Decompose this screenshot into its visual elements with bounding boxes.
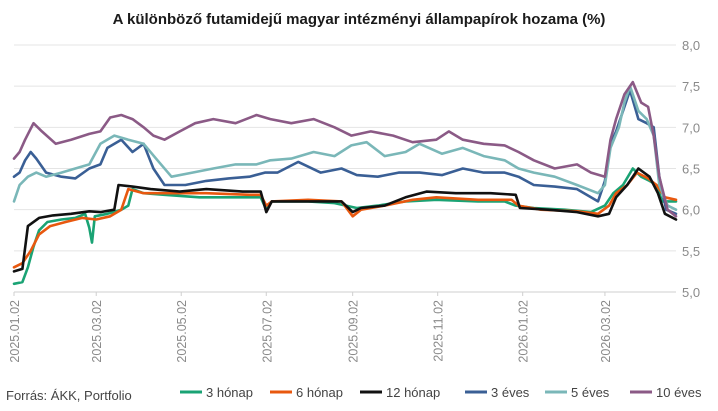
y-tick-label: 6,5 xyxy=(682,162,700,177)
series-line-3-éves xyxy=(12,89,678,216)
legend-label: 10 éves xyxy=(656,385,702,400)
y-tick-label: 7,0 xyxy=(682,120,700,135)
series-line-6-hónap xyxy=(12,171,678,269)
y-tick-label: 5,0 xyxy=(682,285,700,300)
x-tick-label: 2025.05.02 xyxy=(175,300,189,363)
legend-label: 5 éves xyxy=(571,385,610,400)
y-tick-label: 6,0 xyxy=(682,203,700,218)
series-line-10-éves xyxy=(12,80,678,218)
y-axis: 5,0 5,5 6,0 6,5 7,0 7,5 8,0 xyxy=(682,38,700,300)
x-axis: 2025.01.02 2025.03.02 2025.05.02 2025.07.02… xyxy=(8,292,613,363)
x-tick-label: 2026.03.02 xyxy=(599,300,613,363)
legend-label: 3 hónap xyxy=(206,385,253,400)
x-tick-label: 2025.09.02 xyxy=(347,300,361,363)
legend-label: 3 éves xyxy=(491,385,530,400)
legend-label: 6 hónap xyxy=(296,385,343,400)
y-tick-label: 8,0 xyxy=(682,38,700,53)
x-tick-label: 2025.07.02 xyxy=(260,300,274,363)
legend: 3 hónap 6 hónap 12 hónap 3 éves 5 éves 10 éve… xyxy=(180,385,702,400)
x-tick-label: 2026.01.02 xyxy=(517,300,531,363)
x-tick-label: 2025.01.02 xyxy=(8,300,22,363)
y-tick-label: 5,5 xyxy=(682,244,700,259)
x-tick-label: 2025.03.02 xyxy=(90,300,104,363)
grid-lines xyxy=(14,44,676,293)
series-line-12-hónap xyxy=(12,167,678,273)
chart-title: A különböző futamidejű magyar intézményi… xyxy=(113,11,606,28)
series-line-5-éves xyxy=(12,84,678,211)
legend-label: 12 hónap xyxy=(386,385,440,400)
source-note: Forrás: ÁKK, Portfolio xyxy=(6,388,132,403)
series-lines xyxy=(12,80,678,286)
y-tick-label: 7,5 xyxy=(682,79,700,94)
x-tick-label: 2025.11.02 xyxy=(432,300,446,362)
